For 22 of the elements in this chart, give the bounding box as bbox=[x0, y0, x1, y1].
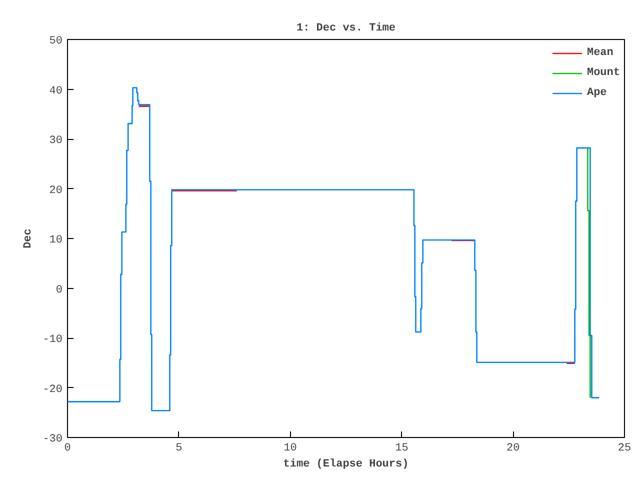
legend-label: Mean bbox=[586, 47, 614, 59]
x-tick-label: 20 bbox=[506, 442, 520, 454]
x-tick-label: 0 bbox=[64, 442, 71, 454]
legend-label: Ape bbox=[586, 87, 607, 99]
y-tick-label: -10 bbox=[42, 334, 63, 346]
x-tick-label: 10 bbox=[284, 442, 297, 454]
y-tick-label: 0 bbox=[56, 284, 63, 296]
y-tick-label: -30 bbox=[42, 434, 63, 446]
y-axis-title: Dec bbox=[22, 228, 35, 248]
chart-title: 1: Dec vs. Time bbox=[296, 22, 396, 34]
y-tick-label: 10 bbox=[49, 234, 62, 246]
y-tick-label: 40 bbox=[49, 85, 62, 98]
y-tick-label: 30 bbox=[49, 135, 62, 147]
x-tick-label: 5 bbox=[176, 442, 182, 454]
line-series bbox=[587, 147, 591, 398]
x-axis-title: time (Elapse Hours) bbox=[283, 458, 409, 470]
x-tick-label: 25 bbox=[618, 442, 632, 454]
x-tick-label: 15 bbox=[395, 442, 408, 454]
legend-label: Mount bbox=[586, 67, 620, 79]
y-tick-label: 50 bbox=[49, 36, 62, 48]
y-tick-label: -20 bbox=[42, 384, 63, 396]
y-tick-label: 20 bbox=[49, 184, 62, 197]
